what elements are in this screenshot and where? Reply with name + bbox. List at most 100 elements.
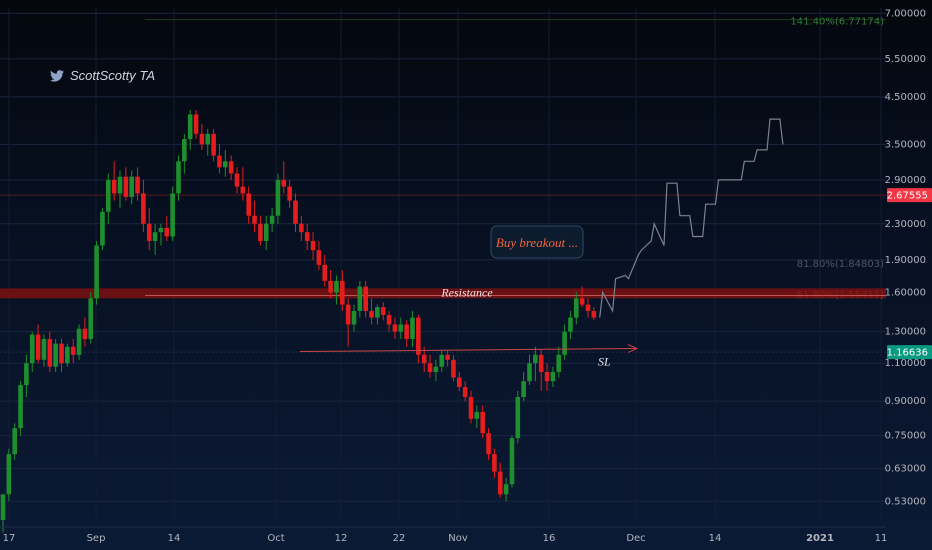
- candle-body: [12, 428, 17, 455]
- candle-body: [158, 227, 164, 233]
- candle-body: [82, 328, 88, 340]
- candle-body: [281, 179, 287, 187]
- candle-body: [228, 161, 234, 174]
- candle-body: [29, 334, 35, 364]
- candle-body: [187, 114, 193, 140]
- candle-body: [328, 280, 333, 293]
- candle-body: [357, 286, 363, 311]
- price-axis[interactable]: 7.00000 5.50000 4.50000 3.50000 2.90000 2.300…: [885, 0, 932, 550]
- candle-body: [176, 161, 181, 194]
- resistance-label: Resistance: [440, 285, 493, 299]
- candle-body: [515, 396, 521, 439]
- resistance-band: [0, 288, 886, 299]
- candle-body: [217, 155, 222, 168]
- candle-body: [76, 328, 82, 355]
- candle-body: [299, 223, 304, 233]
- candle-body: [240, 186, 246, 194]
- candle-body: [351, 310, 357, 325]
- watermark-author: ScottScotty TA: [70, 68, 156, 83]
- price-tick-label: 2.30000: [885, 219, 926, 230]
- candle-body: [562, 331, 567, 355]
- candle-body: [100, 211, 105, 246]
- candles: [0, 109, 597, 533]
- candle-body: [129, 176, 134, 197]
- candle-body: [88, 298, 94, 340]
- candle-body: [35, 334, 41, 360]
- time-tick-label: 17: [3, 533, 16, 544]
- candle-body: [70, 346, 76, 355]
- candle-body: [193, 114, 199, 134]
- candle-body: [182, 139, 187, 162]
- candle-body: [574, 298, 579, 318]
- candle-body: [486, 433, 491, 455]
- candle-body: [462, 386, 468, 397]
- price-tick-label: 0.90000: [885, 396, 926, 407]
- candle-body: [363, 286, 368, 311]
- resistance-zone: [0, 194, 886, 353]
- candle-body: [258, 223, 263, 241]
- candle-body: [41, 339, 47, 360]
- candle-body: [416, 317, 421, 355]
- price-tick-label: 1.10000: [885, 358, 926, 369]
- candle-body: [65, 346, 70, 364]
- arrow-head-icon: [627, 344, 639, 354]
- candle-body: [439, 354, 445, 367]
- candle-body: [375, 307, 380, 318]
- candle-body: [474, 411, 480, 419]
- candle-body: [310, 240, 316, 251]
- candle-body: [585, 304, 591, 311]
- price-tick-label: 1.30000: [885, 327, 926, 338]
- price-badge-label: 2.67555: [887, 191, 928, 202]
- buy-callout-text: Buy breakout ...: [496, 235, 578, 250]
- price-tick-label: 1.60000: [885, 287, 926, 298]
- candle-body: [199, 133, 205, 145]
- time-tick-label: 14: [168, 533, 181, 544]
- candle-body: [421, 354, 427, 364]
- candle-body: [322, 264, 328, 281]
- candle-body: [123, 176, 129, 197]
- candle-body: [380, 307, 386, 315]
- candle-body: [445, 354, 450, 360]
- candle-body: [538, 354, 544, 373]
- candle-body: [170, 193, 175, 237]
- candle-body: [550, 372, 556, 382]
- candle-body: [47, 339, 53, 367]
- candle-body: [392, 324, 398, 332]
- candle-body: [316, 250, 322, 265]
- candle-body: [117, 176, 123, 194]
- price-tick-label: 7.00000: [885, 8, 926, 19]
- candle-body: [223, 161, 228, 168]
- time-tick-label: 16: [543, 533, 556, 544]
- price-tick-label: 1.90000: [885, 255, 926, 266]
- candle-body: [164, 227, 170, 237]
- candle-body: [275, 179, 281, 216]
- time-tick-label: 12: [335, 533, 348, 544]
- candle-body: [287, 186, 292, 201]
- candle-body: [503, 484, 509, 495]
- candle-body: [433, 366, 439, 373]
- candle-body: [94, 245, 99, 299]
- candle-body: [591, 310, 597, 318]
- candle-body: [492, 454, 497, 472]
- candle-body: [269, 215, 275, 224]
- time-tick-label: Dec: [626, 533, 645, 544]
- candle-body: [304, 232, 310, 241]
- candle-body: [556, 354, 562, 373]
- candle-body: [457, 377, 462, 387]
- price-tick-label: 0.53000: [885, 496, 926, 507]
- candle-body: [53, 343, 58, 367]
- buy-callout-box: [490, 225, 584, 259]
- time-axis[interactable]: 17 Sep 14 Oct 12 22 Nov 16 Dec 14 2021 11: [0, 526, 887, 544]
- time-tick-label: Sep: [87, 533, 106, 544]
- price-tick-label: 0.75000: [885, 431, 926, 442]
- candle-body: [146, 223, 152, 241]
- candle-body: [106, 179, 111, 212]
- candle-body: [427, 363, 433, 373]
- stop-loss-label: SL: [598, 355, 611, 369]
- candle-body: [6, 454, 12, 495]
- price-tick-label: 5.50000: [885, 54, 926, 65]
- candle-body: [111, 179, 117, 194]
- projection-line: [599, 118, 784, 318]
- candle-body: [141, 193, 146, 224]
